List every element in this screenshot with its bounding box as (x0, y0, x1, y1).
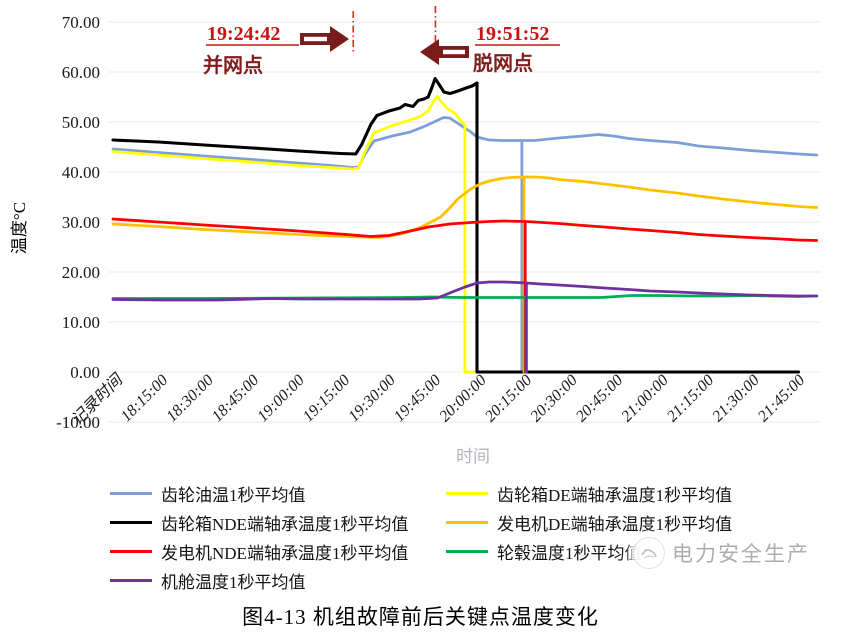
temperature-line-chart: 70.00 60.00 50.00 40.00 30.00 20.00 10.00 0.00 -… (10, 6, 821, 466)
legend-label-gear-oil: 齿轮油温1秒平均值 (161, 486, 306, 505)
series-line-nacelle (111, 280, 819, 374)
x-tick-label: 21:30:00 (709, 372, 762, 425)
x-tick-label: 20:15:00 (482, 372, 535, 425)
watermark-text: 电力安全生产 (672, 542, 810, 566)
legend-item-generator-de: 发电机DE端轴承温度1秒平均值 (446, 508, 782, 537)
legend-swatch-generator-de (446, 521, 488, 524)
y-axis-title: 温度°C (10, 202, 29, 254)
annotation-label-1: 并网点 (203, 53, 263, 77)
x-tick-label: 21:45:00 (755, 372, 808, 425)
legend-label-hub: 轮毂温度1秒平均值 (497, 544, 642, 563)
legend-label-gearbox-de: 齿轮箱DE端轴承温度1秒平均值 (497, 486, 733, 505)
annotation-time-1: 19:24:42 (207, 23, 280, 45)
x-axis-title: 时间 (456, 447, 490, 466)
legend-item-nacelle: 机舱温度1秒平均值 (110, 566, 446, 595)
series-line-gearbox-de (111, 95, 800, 374)
annotation-time-2: 19:51:52 (476, 23, 549, 45)
x-tick-label: 21:15:00 (664, 372, 717, 425)
legend-label-generator-de: 发电机DE端轴承温度1秒平均值 (497, 515, 733, 534)
legend-item-generator-nde: 发电机NDE端轴承温度1秒平均值 (110, 537, 446, 566)
legend-swatch-gearbox-de (446, 492, 488, 495)
x-tick-label: 20:00:00 (436, 372, 489, 425)
figure-caption: 图4-13 机组故障前后关键点温度变化 (242, 605, 599, 629)
x-tick-label: 19:00:00 (254, 372, 307, 425)
legend-item-gear-oil: 齿轮油温1秒平均值 (110, 479, 446, 508)
y-tick-label: 30.00 (62, 213, 100, 232)
legend-label-nacelle: 机舱温度1秒平均值 (161, 573, 306, 592)
watermark: 电力安全生产 (633, 537, 810, 569)
x-tick-label: 20:30:00 (527, 372, 580, 425)
legend-swatch-hub (446, 550, 488, 553)
series-line-gear-oil (111, 116, 819, 374)
legend-swatch-gear-oil (110, 492, 152, 495)
x-tick-label: 19:15:00 (300, 372, 353, 425)
y-tick-label: 10.00 (62, 313, 100, 332)
legend-swatch-nacelle (110, 579, 152, 582)
x-tick-label: 21:00:00 (618, 372, 671, 425)
y-tick-label: 20.00 (62, 263, 100, 282)
legend-swatch-gearbox-nde (110, 521, 152, 524)
legend-swatch-generator-nde (110, 550, 152, 553)
x-tick-label: 18:15:00 (118, 372, 171, 425)
x-tick-label: 19:45:00 (391, 372, 444, 425)
legend-label-gearbox-nde: 齿轮箱NDE端轴承温度1秒平均值 (161, 515, 409, 534)
x-tick-label: 20:45:00 (573, 372, 626, 425)
legend-item-hub: 轮毂温度1秒平均值 (446, 537, 782, 566)
x-tick-label: 19:30:00 (345, 372, 398, 425)
arrow-left-stripe (443, 49, 465, 55)
legend-item-gearbox-de: 齿轮箱DE端轴承温度1秒平均值 (446, 479, 782, 508)
y-tick-label: 40.00 (62, 163, 100, 182)
chart-legend: 齿轮油温1秒平均值 齿轮箱DE端轴承温度1秒平均值 齿轮箱NDE端轴承温度1秒平… (110, 479, 816, 595)
y-tick-label: 50.00 (62, 113, 100, 132)
y-tick-label: -10.00 (56, 413, 100, 432)
y-tick-label: 70.00 (62, 13, 100, 32)
x-tick-label: 18:45:00 (209, 372, 262, 425)
annotation-label-2: 脱网点 (473, 51, 533, 75)
x-tick-label: 18:30:00 (163, 372, 216, 425)
watermark-logo-icon (633, 537, 665, 569)
legend-label-generator-nde: 发电机NDE端轴承温度1秒平均值 (161, 544, 409, 563)
legend-item-gearbox-nde: 齿轮箱NDE端轴承温度1秒平均值 (110, 508, 446, 537)
series-line-gearbox-nde (111, 76, 801, 374)
arrow-right-stripe (304, 36, 327, 42)
y-tick-label: 60.00 (62, 63, 100, 82)
y-tick-label: 0.00 (70, 363, 100, 382)
